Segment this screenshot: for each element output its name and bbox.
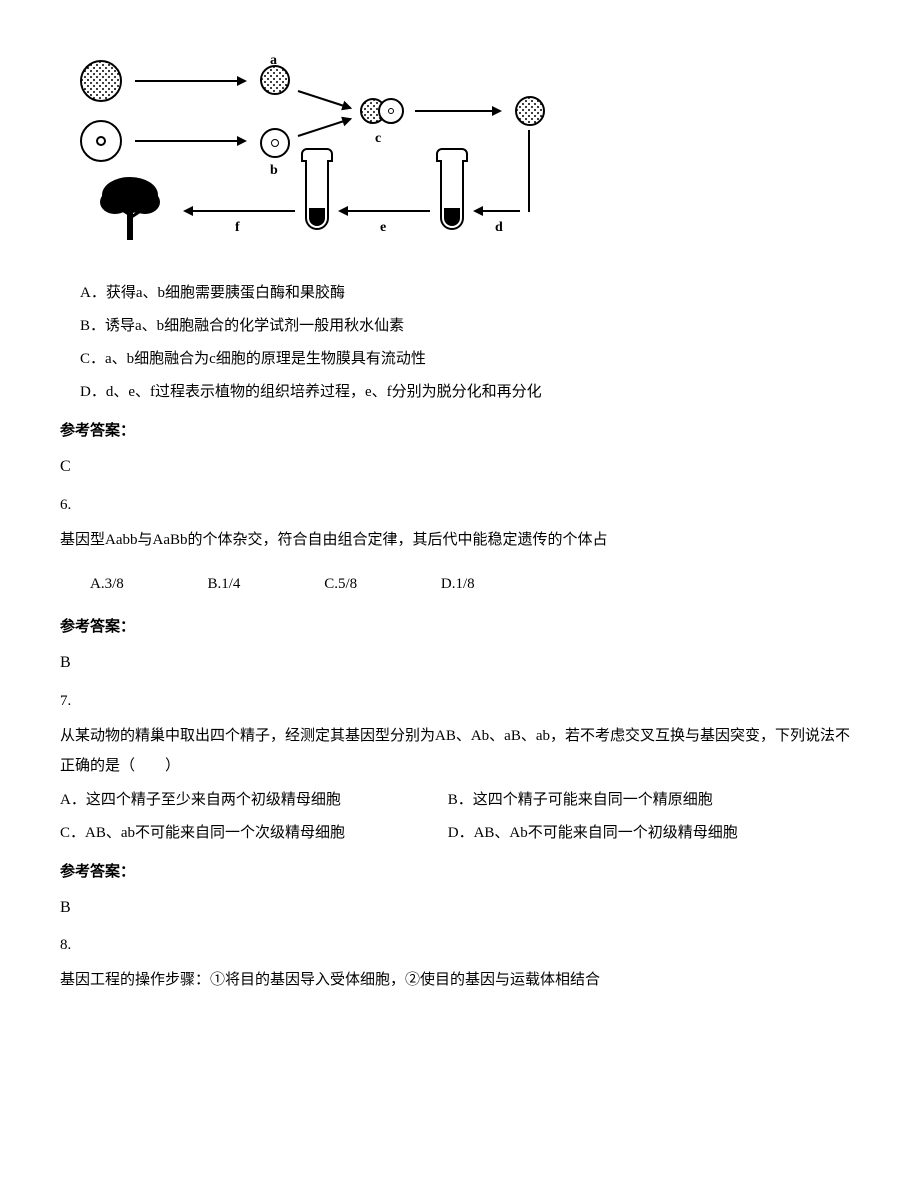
q6-option-a: A.3/8 (90, 571, 124, 598)
q6-option-b: B.1/4 (208, 571, 241, 598)
q5-answer: C (60, 453, 860, 482)
arrow-to-b (135, 140, 245, 142)
q6-option-d: D.1/8 (441, 571, 475, 598)
q6-option-c: C.5/8 (324, 571, 357, 598)
q5-answer-header: 参考答案： (60, 418, 860, 445)
q7-text: 从某动物的精巢中取出四个精子，经测定其基因型分别为AB、Ab、aB、ab，若不考… (60, 721, 860, 781)
label-c: c (375, 126, 381, 151)
cell-fusion-diagram: a b c d e f (80, 60, 580, 260)
arrow-to-a (135, 80, 245, 82)
arrow-a-to-c (298, 90, 351, 109)
arrow-b-to-c (298, 118, 351, 137)
q5-option-c: C．a、b细胞融合为c细胞的原理是生物膜具有流动性 (60, 346, 860, 373)
q7-option-d: D．AB、Ab不可能来自同一个初级精母细胞 (448, 820, 832, 847)
q7-option-a: A．这四个精子至少来自两个初级精母细胞 (60, 787, 444, 814)
q8-text: 基因工程的操作步骤：①将目的基因导入受体细胞，②使目的基因与运载体相结合 (60, 965, 860, 995)
textured-cell-large (80, 60, 122, 102)
label-b: b (270, 158, 278, 183)
q7-option-b: B．这四个精子可能来自同一个精原细胞 (448, 787, 832, 814)
tube-left (305, 160, 329, 230)
q7-answer-header: 参考答案： (60, 859, 860, 886)
q7-answer: B (60, 894, 860, 923)
cell-final (515, 96, 545, 126)
q5-option-a: A．获得a、b细胞需要胰蛋白酶和果胶酶 (60, 280, 860, 307)
smooth-cell-large (80, 120, 122, 162)
tree-icon (90, 170, 170, 250)
q6-answer-header: 参考答案： (60, 614, 860, 641)
q6-text: 基因型Aabb与AaBb的个体杂交，符合自由组合定律，其后代中能稳定遗传的个体占 (60, 525, 860, 555)
q5-option-d: D．d、e、f过程表示植物的组织培养过程，e、f分别为脱分化和再分化 (60, 379, 860, 406)
q7-option-c: C．AB、ab不可能来自同一个次级精母细胞 (60, 820, 444, 847)
arrow-f (185, 210, 295, 212)
arrow-d (475, 210, 520, 212)
q6-options: A.3/8 B.1/4 C.5/8 D.1/8 (60, 571, 860, 598)
q6-number: 6. (60, 492, 860, 519)
arrow-c-to-final (415, 110, 500, 112)
q8-number: 8. (60, 932, 860, 959)
arrow-e (340, 210, 430, 212)
cell-c (360, 98, 386, 134)
q7-options-row2: C．AB、ab不可能来自同一个次级精母细胞 D．AB、Ab不可能来自同一个初级精… (60, 820, 860, 847)
q7-number: 7. (60, 688, 860, 715)
q5-option-b: B．诱导a、b细胞融合的化学试剂一般用秋水仙素 (60, 313, 860, 340)
q7-options-row1: A．这四个精子至少来自两个初级精母细胞 B．这四个精子可能来自同一个精原细胞 (60, 787, 860, 814)
q6-answer: B (60, 649, 860, 678)
label-a: a (270, 48, 277, 73)
tube-right (440, 160, 464, 230)
label-e: e (380, 215, 386, 240)
label-d: d (495, 215, 503, 240)
cell-b (260, 128, 290, 158)
label-f: f (235, 215, 240, 240)
